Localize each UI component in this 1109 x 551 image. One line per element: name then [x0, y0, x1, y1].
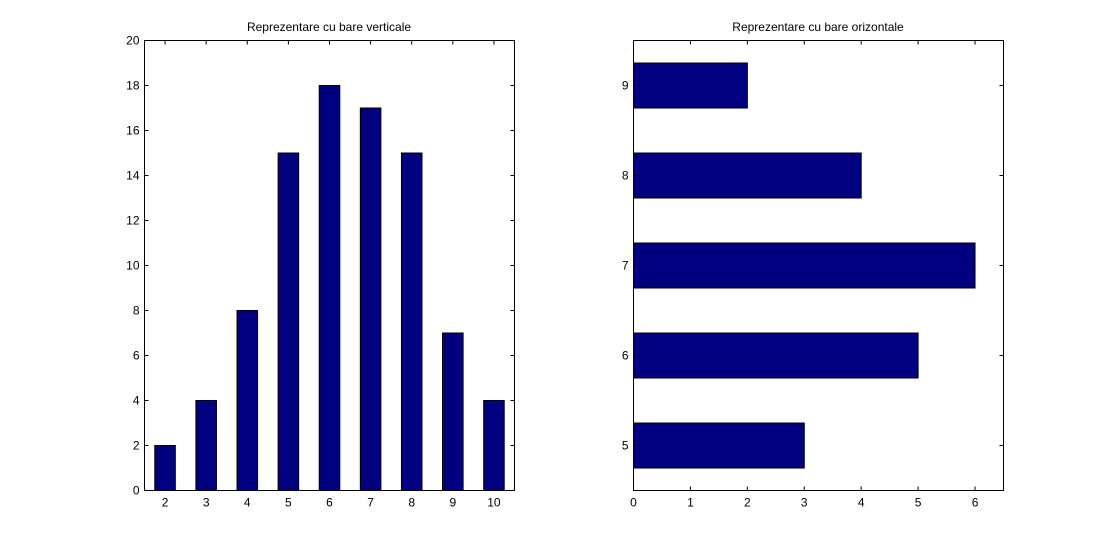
bar-vertical: [277, 152, 300, 491]
x-tick-label: 0: [630, 496, 637, 510]
bar-horizontal: [633, 422, 805, 469]
x-tick-label: 2: [744, 496, 751, 510]
x-tick-label: 9: [449, 496, 456, 510]
y-tick-label: 16: [126, 124, 140, 138]
y-tick-label: 4: [133, 394, 140, 408]
y-tick-label: 14: [126, 169, 140, 183]
bar-vertical: [483, 400, 505, 491]
x-tick-label: 6: [326, 496, 333, 510]
horizontal-bar-chart: Reprezentare cu bare orizontale 0 1 2 3 4 5 6 5…: [622, 20, 1004, 510]
bar-vertical: [236, 310, 259, 491]
bar-horizontal: [633, 152, 862, 199]
x-tick-label: 6: [972, 496, 979, 510]
y-tick-label: 2: [133, 439, 140, 453]
y-tick-label: 6: [133, 349, 140, 363]
y-tick-label: 12: [126, 214, 140, 228]
x-tick-label: 3: [203, 496, 210, 510]
bar-vertical: [195, 400, 217, 491]
y-tick-label: 0: [133, 484, 140, 498]
axes-box-vertical: [144, 40, 515, 491]
y-tick-label: 5: [622, 439, 629, 453]
x-tick-label: 1: [687, 496, 694, 510]
x-tick-label: 10: [487, 496, 501, 510]
chart-title-vertical: Reprezentare cu bare verticale: [247, 20, 411, 34]
x-tick-label: 5: [915, 496, 922, 510]
x-tick-label: 3: [801, 496, 808, 510]
bar-vertical: [318, 85, 341, 491]
bar-vertical: [154, 445, 176, 491]
y-tick-label: 9: [622, 79, 629, 93]
x-tick-label: 7: [367, 496, 374, 510]
x-tick-label: 8: [408, 496, 415, 510]
y-tick-label: 20: [126, 34, 140, 48]
chart-title-horizontal: Reprezentare cu bare orizontale: [732, 20, 904, 34]
y-tick-label: 6: [622, 349, 629, 363]
bar-vertical: [400, 152, 423, 491]
x-tick-label: 2: [162, 496, 169, 510]
y-tick-label: 10: [126, 259, 140, 273]
bar-horizontal: [633, 332, 919, 379]
y-tick-label: 18: [126, 79, 140, 93]
x-tick-label: 4: [858, 496, 865, 510]
axes-box-horizontal: [633, 40, 1004, 491]
bar-horizontal: [633, 242, 976, 289]
bar-horizontal: [633, 62, 748, 109]
vertical-bar-chart: Reprezentare cu bare verticale 2 3 4 5 6 7 8 9 1…: [126, 20, 515, 510]
bar-vertical: [359, 107, 382, 491]
y-tick-label: 8: [622, 169, 629, 183]
x-tick-label: 4: [244, 496, 251, 510]
y-tick-label: 7: [622, 259, 629, 273]
x-tick-label: 5: [285, 496, 292, 510]
bar-vertical: [442, 332, 464, 491]
y-tick-label: 8: [133, 304, 140, 318]
